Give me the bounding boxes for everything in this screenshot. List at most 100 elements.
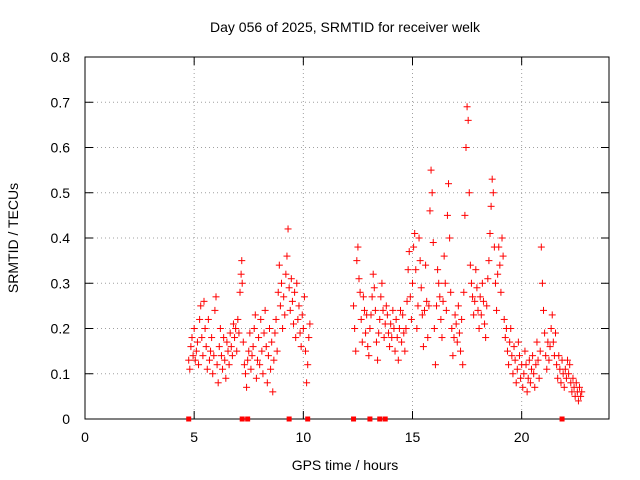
data-point [416, 257, 424, 265]
data-point [270, 356, 278, 364]
data-point [221, 356, 229, 364]
data-point [232, 325, 240, 332]
data-point [253, 356, 261, 364]
data-point [192, 347, 200, 355]
data-point [391, 347, 399, 355]
y-tick-label: 0 [62, 411, 70, 427]
data-point [403, 297, 411, 305]
data-point [425, 302, 433, 310]
data-point [476, 293, 484, 301]
data-point [188, 334, 196, 342]
data-point [514, 338, 522, 346]
data-point [226, 329, 234, 337]
data-point [527, 365, 535, 373]
data-point [418, 311, 426, 319]
data-point [355, 275, 363, 283]
data-point [424, 334, 432, 342]
data-point [428, 189, 436, 197]
data-point [201, 325, 209, 332]
data-point [541, 329, 549, 337]
data-point [246, 329, 254, 337]
data-point [542, 352, 550, 360]
data-point [540, 306, 547, 314]
data-point [452, 320, 460, 328]
data-point [448, 325, 456, 332]
data-point [578, 388, 586, 396]
data-point [517, 374, 525, 382]
y-axis-label: SRMTID / TECUs [5, 183, 21, 293]
data-point [484, 275, 492, 283]
data-point [185, 356, 193, 364]
y-tick-label: 0.2 [51, 321, 71, 337]
data-point [233, 347, 241, 355]
data-point [510, 343, 518, 351]
data-point [465, 189, 473, 197]
data-point [257, 315, 265, 323]
data-point [365, 352, 373, 360]
data-point [574, 397, 582, 405]
data-point [256, 361, 264, 369]
data-point [269, 388, 277, 396]
data-point [547, 325, 555, 332]
data-point [228, 352, 236, 360]
data-point [481, 320, 489, 328]
data-point [276, 302, 284, 310]
data-point [576, 383, 584, 391]
zero-marker [245, 416, 251, 422]
data-point [286, 306, 294, 314]
data-point [479, 297, 487, 305]
data-point [555, 352, 563, 360]
y-tick-label: 0.8 [51, 49, 71, 65]
data-point [508, 352, 516, 360]
data-point [483, 302, 491, 310]
data-point [287, 275, 295, 283]
x-axis-label: GPS time / hours [292, 457, 399, 473]
data-point [359, 293, 367, 301]
data-point [532, 361, 540, 369]
data-point [478, 279, 486, 287]
data-point [449, 352, 457, 360]
data-point [219, 365, 227, 373]
zero-marker [559, 416, 565, 422]
data-point [214, 379, 222, 387]
data-point [501, 334, 509, 342]
data-point [429, 239, 437, 247]
data-point [299, 325, 307, 332]
data-point [577, 392, 585, 400]
data-point [515, 352, 523, 360]
data-point [417, 284, 425, 292]
data-point [536, 347, 544, 355]
data-point [399, 311, 407, 319]
data-point [263, 379, 271, 387]
x-tick-label: 20 [514, 429, 530, 445]
data-point [393, 334, 401, 342]
data-point [208, 334, 216, 342]
data-point [305, 334, 313, 342]
data-point [485, 257, 493, 265]
data-point [294, 315, 302, 323]
data-point [296, 329, 304, 337]
axis-ticks: 0 0.1 0.2 0.3 0.4 0.5 0.6 0.7 0.8 0 5 10 15 20 [51, 49, 609, 445]
data-point [380, 334, 388, 342]
data-point [472, 266, 480, 274]
data-point [426, 207, 434, 215]
data-point [548, 311, 556, 319]
data-point [376, 315, 384, 323]
data-point [238, 257, 246, 265]
data-point [220, 334, 228, 342]
data-point [240, 361, 248, 369]
data-point [437, 315, 445, 323]
data-point [250, 325, 258, 332]
data-point [268, 338, 276, 346]
data-point [389, 306, 397, 314]
y-tick-label: 0.1 [51, 366, 71, 382]
data-point [193, 338, 201, 346]
data-point [439, 297, 447, 305]
data-point [186, 365, 194, 373]
data-point [554, 374, 562, 382]
data-point [278, 279, 285, 287]
data-point [422, 261, 430, 269]
data-point [252, 374, 260, 382]
data-point [506, 338, 514, 346]
